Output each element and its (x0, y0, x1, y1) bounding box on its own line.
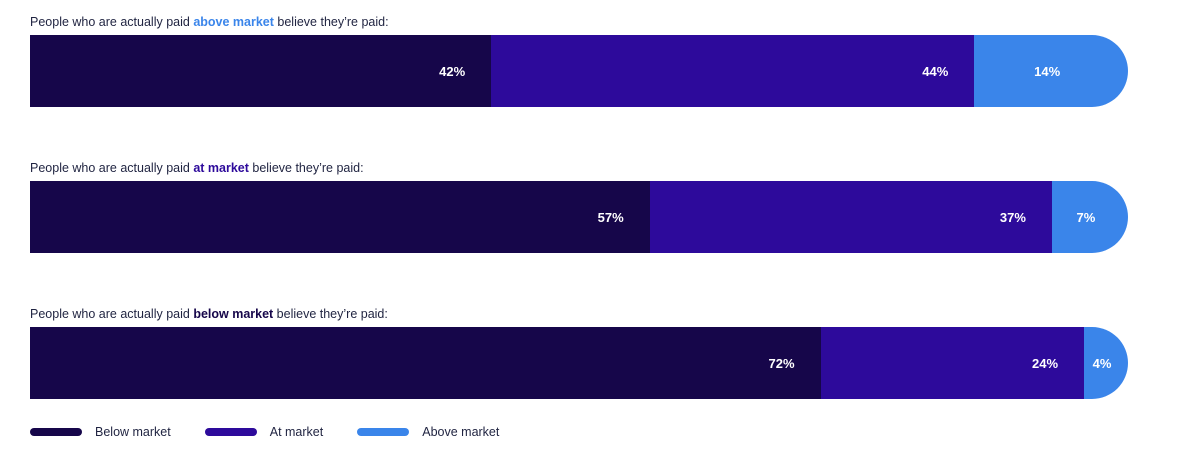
legend-label: Above market (422, 425, 500, 439)
caption-suffix: believe they’re paid: (273, 307, 388, 321)
row-caption: People who are actually paid at market b… (30, 160, 1128, 176)
bar-segment-at-market: 37% (649, 181, 1052, 253)
caption-highlight: below market (193, 307, 274, 321)
legend-item-below-market: Below market (30, 425, 171, 439)
legend-swatch (357, 428, 410, 436)
bar-segment-above-market: 14% (974, 35, 1128, 107)
legend-swatch (204, 428, 257, 436)
legend-label: Below market (95, 425, 171, 439)
bar-segment-below-market: 72% (30, 327, 821, 399)
stacked-bar: 72% 24% 4% (30, 327, 1128, 399)
legend-item-at-market: At market (204, 425, 324, 439)
data-label: 42% (439, 63, 466, 79)
chart-legend: Below market At market Above market (30, 425, 533, 439)
data-label: 37% (999, 209, 1026, 225)
data-label: 24% (1032, 355, 1059, 371)
row-caption: People who are actually paid above marke… (30, 14, 1128, 30)
caption-prefix: People who are actually paid (30, 15, 194, 29)
row-caption: People who are actually paid below marke… (30, 306, 1128, 322)
data-label: 44% (922, 63, 949, 79)
stacked-bar: 57% 37% 7% (30, 181, 1128, 253)
data-label: 72% (768, 355, 795, 371)
data-label: 4% (1092, 355, 1112, 371)
caption-suffix: believe they’re paid: (273, 15, 389, 29)
chart-row-at-market: People who are actually paid at market b… (30, 160, 1128, 253)
chart-row-below-market: People who are actually paid below marke… (30, 306, 1128, 399)
caption-suffix: believe they’re paid: (248, 161, 364, 175)
data-label: 57% (597, 209, 624, 225)
legend-swatch (30, 428, 82, 436)
caption-highlight: above market (193, 15, 274, 29)
caption-prefix: People who are actually paid (30, 161, 194, 175)
caption-prefix: People who are actually paid (30, 307, 194, 321)
bar-segment-at-market: 24% (820, 327, 1085, 399)
bar-segment-above-market: 4% (1084, 327, 1128, 399)
bar-segment-below-market: 57% (30, 181, 650, 253)
legend-label: At market (269, 425, 324, 439)
stacked-bar: 42% 44% 14% (30, 35, 1128, 107)
legend-item-above-market: Above market (357, 425, 499, 439)
caption-highlight: at market (193, 161, 249, 175)
data-label: 14% (1034, 63, 1061, 79)
data-label: 7% (1076, 209, 1096, 225)
bar-segment-below-market: 42% (30, 35, 492, 107)
bar-segment-above-market: 7% (1051, 181, 1128, 253)
chart-row-above-market: People who are actually paid above marke… (30, 14, 1128, 107)
bar-segment-at-market: 44% (491, 35, 975, 107)
